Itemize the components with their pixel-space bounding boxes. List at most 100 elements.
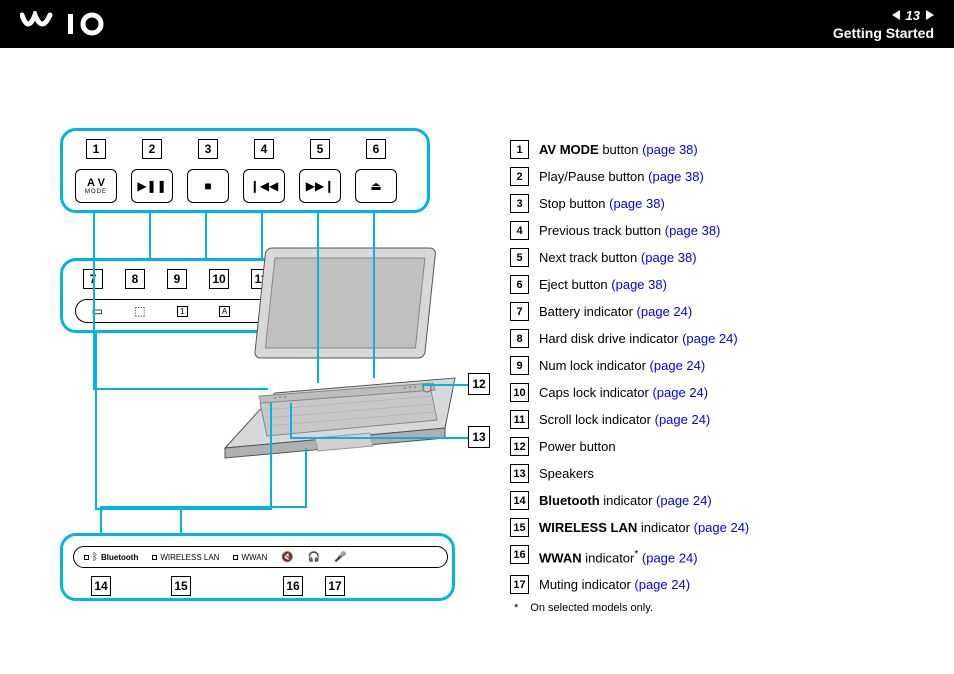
callout-number: 6	[366, 139, 386, 159]
page-ref-link[interactable]: (page 24)	[655, 412, 711, 427]
wireless-item: WWAN	[233, 553, 267, 562]
legend-row: 7 Battery indicator (page 24)	[510, 302, 930, 321]
legend-text: Eject button (page 38)	[539, 275, 667, 294]
connector-line	[422, 384, 468, 386]
connector-line	[93, 388, 268, 390]
wireless-item: WIRELESS LAN	[152, 553, 219, 562]
media-button-eject-icon: ⏏	[355, 169, 397, 203]
page-ref-link[interactable]: (page 38)	[648, 169, 704, 184]
indicator-icon: ⬚	[134, 304, 145, 318]
legend-number: 10	[510, 383, 529, 402]
legend-row: 10 Caps lock indicator (page 24)	[510, 383, 930, 402]
legend-text: Stop button (page 38)	[539, 194, 665, 213]
connector-line	[373, 213, 375, 378]
legend-row: 6 Eject button (page 38)	[510, 275, 930, 294]
legend-number: 9	[510, 356, 529, 375]
page-number: 13	[906, 8, 920, 23]
legend-row: 3Stop button (page 38)	[510, 194, 930, 213]
page-ref-link[interactable]: (page 24)	[642, 550, 698, 565]
callout-number: 4	[254, 139, 274, 159]
connector-line	[290, 437, 468, 439]
media-button-prev-icon: ❙◀◀	[243, 169, 285, 203]
page-nav[interactable]: 13	[833, 8, 934, 23]
legend-row: 4 Previous track button (page 38)	[510, 221, 930, 240]
legend-row: 14 Bluetooth indicator (page 24)	[510, 491, 930, 510]
connector-line	[180, 506, 182, 533]
prev-page-icon[interactable]	[892, 10, 900, 20]
page-ref-link[interactable]: (page 24)	[656, 493, 712, 508]
next-page-icon[interactable]	[926, 10, 934, 20]
page-ref-link[interactable]: (page 38)	[609, 196, 665, 211]
media-button-av-icon: A VMODE	[75, 169, 117, 203]
connector-line	[100, 506, 102, 533]
indicator-icon: 1	[177, 306, 188, 317]
legend-text: WIRELESS LAN indicator (page 24)	[539, 518, 749, 537]
footnote: *On selected models only.	[514, 602, 930, 614]
callout-number: 17	[325, 576, 345, 596]
callout-number: 3	[198, 139, 218, 159]
legend-number: 13	[510, 464, 529, 483]
legend-text: Next track button (page 38)	[539, 248, 697, 267]
page-ref-link[interactable]: (page 24)	[634, 577, 690, 592]
connector-line	[149, 213, 151, 258]
legend-row: 11Scroll lock indicator (page 24)	[510, 410, 930, 429]
legend-text: Bluetooth indicator (page 24)	[539, 491, 712, 510]
page-ref-link[interactable]: (page 24)	[694, 520, 750, 535]
legend-row: 9 Num lock indicator (page 24)	[510, 356, 930, 375]
diagram-area: 123456 A VMODE▶❚❚■❙◀◀▶▶❙⏏ 7891011 ▭⬚1A⇳	[60, 128, 490, 608]
legend-text: Num lock indicator (page 24)	[539, 356, 705, 375]
wireless-item: 🎧	[308, 552, 320, 563]
legend-text: Previous track button (page 38)	[539, 221, 720, 240]
page-ref-link[interactable]: (page 38)	[665, 223, 721, 238]
legend-number: 14	[510, 491, 529, 510]
wireless-strip: ᛒBluetooth WIRELESS LAN WWAN 🔇 🎧 🎤	[73, 546, 448, 568]
callout-wireless-strip: ᛒBluetoothWIRELESS LANWWAN🔇🎧🎤 14151617	[60, 533, 455, 601]
legend-number: 12	[510, 437, 529, 456]
page-ref-link[interactable]: (page 38)	[641, 250, 697, 265]
vaio-logo	[20, 11, 130, 37]
legend-text: Power button	[539, 437, 616, 456]
legend-number: 4	[510, 221, 529, 240]
callout-number: 9	[167, 269, 187, 289]
page-ref-link[interactable]: (page 38)	[642, 142, 698, 157]
page-ref-link[interactable]: (page 38)	[611, 277, 667, 292]
legend-row: 8Hard disk drive indicator (page 24)	[510, 329, 930, 348]
wireless-item: ᛒBluetooth	[84, 552, 138, 563]
label-12: 12	[468, 373, 490, 395]
legend-text: AV MODE button (page 38)	[539, 140, 698, 159]
legend-text: Muting indicator (page 24)	[539, 575, 690, 594]
legend-text: Caps lock indicator (page 24)	[539, 383, 708, 402]
callout-media-buttons: 123456 A VMODE▶❚❚■❙◀◀▶▶❙⏏	[60, 128, 430, 213]
section-title: Getting Started	[833, 25, 934, 41]
legend-text: Battery indicator (page 24)	[539, 302, 692, 321]
legend-number: 11	[510, 410, 529, 429]
connector-line	[270, 403, 272, 510]
wireless-item: 🎤	[334, 552, 346, 563]
page-ref-link[interactable]: (page 24)	[682, 331, 738, 346]
page-ref-link[interactable]: (page 24)	[637, 304, 693, 319]
connector-line	[95, 508, 270, 510]
legend-number: 2	[510, 167, 529, 186]
legend-row: 16WWAN indicator* (page 24)	[510, 545, 930, 567]
media-button-playpause-icon: ▶❚❚	[131, 169, 173, 203]
laptop-illustration	[205, 238, 465, 498]
legend-row: 1AV MODE button (page 38)	[510, 140, 930, 159]
legend-row: 13Speakers	[510, 464, 930, 483]
legend-number: 5	[510, 248, 529, 267]
page-ref-link[interactable]: (page 24)	[650, 358, 706, 373]
legend-number: 7	[510, 302, 529, 321]
legend-number: 8	[510, 329, 529, 348]
legend-number: 6	[510, 275, 529, 294]
connector-line	[205, 213, 207, 258]
callout-number: 15	[171, 576, 191, 596]
legend-text: WWAN indicator* (page 24)	[539, 545, 698, 567]
legend-number: 15	[510, 518, 529, 537]
page-ref-link[interactable]: (page 24)	[652, 385, 708, 400]
label-13: 13	[468, 426, 490, 448]
wireless-item: 🔇	[281, 552, 293, 563]
legend-row: 17Muting indicator (page 24)	[510, 575, 930, 594]
page-content: 123456 A VMODE▶❚❚■❙◀◀▶▶❙⏏ 7891011 ▭⬚1A⇳	[0, 48, 954, 674]
legend-list: 1AV MODE button (page 38) 2 Play/Pause but…	[510, 140, 930, 614]
legend-text: Play/Pause button (page 38)	[539, 167, 704, 186]
connector-line	[95, 333, 97, 508]
